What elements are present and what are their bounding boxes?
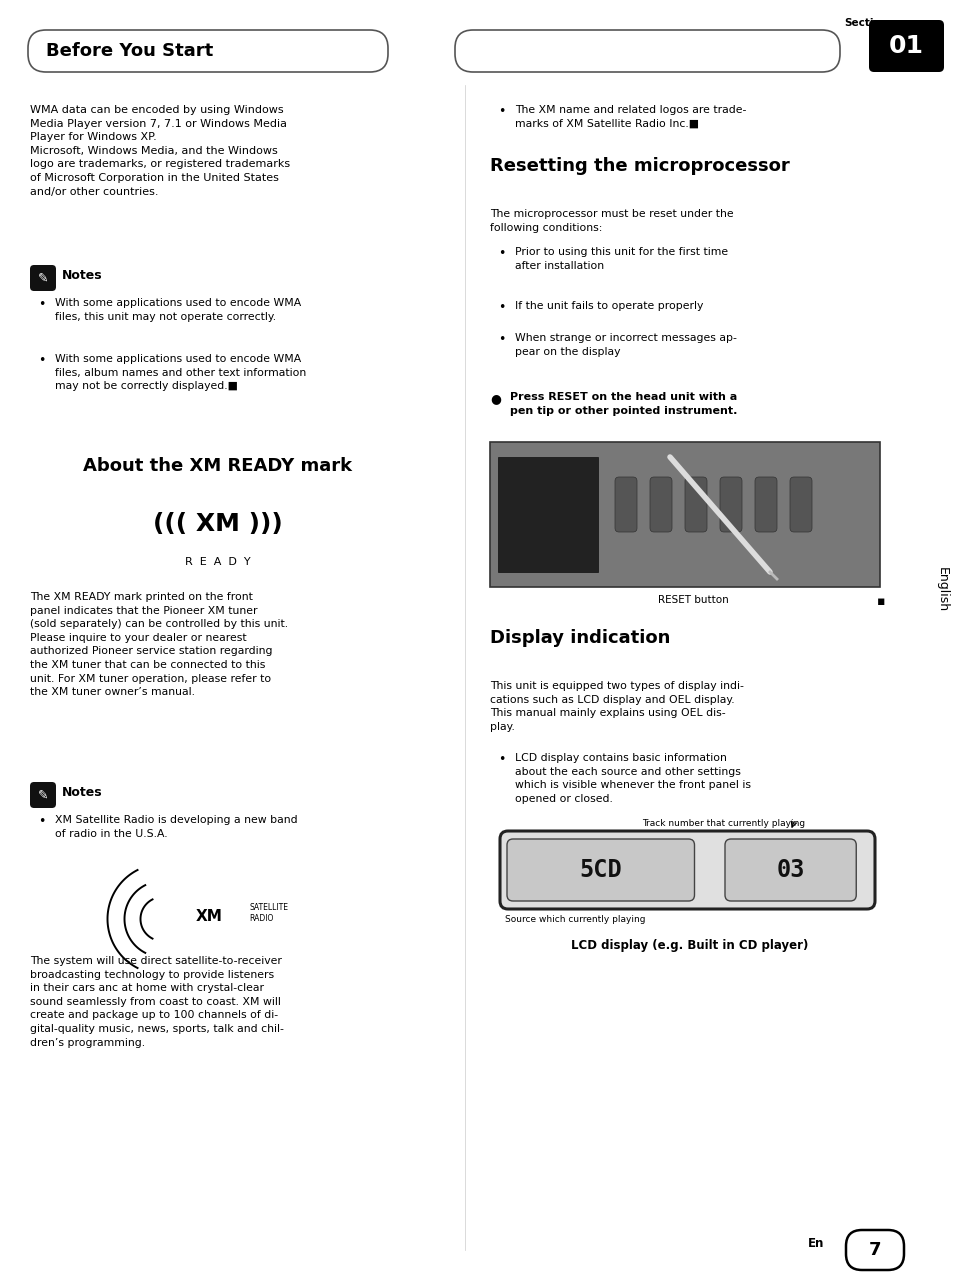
Text: The system will use direct satellite-to-receiver
broadcasting technology to prov: The system will use direct satellite-to-… — [30, 956, 284, 1047]
Text: Notes: Notes — [62, 786, 103, 799]
FancyBboxPatch shape — [499, 831, 874, 909]
Text: ✎: ✎ — [38, 271, 49, 284]
Text: Section: Section — [843, 18, 887, 28]
Text: Display indication: Display indication — [490, 628, 670, 646]
FancyBboxPatch shape — [497, 457, 598, 572]
Text: 01: 01 — [888, 35, 923, 58]
Text: ▪: ▪ — [876, 595, 884, 608]
Text: ✎: ✎ — [38, 788, 49, 801]
Text: The microprocessor must be reset under the
following conditions:: The microprocessor must be reset under t… — [490, 209, 733, 233]
Text: En: En — [807, 1236, 823, 1251]
Text: Prior to using this unit for the first time
after installation: Prior to using this unit for the first t… — [515, 247, 727, 270]
FancyBboxPatch shape — [754, 477, 776, 532]
Text: •: • — [38, 298, 46, 311]
FancyBboxPatch shape — [684, 477, 706, 532]
FancyBboxPatch shape — [724, 838, 856, 901]
FancyBboxPatch shape — [28, 29, 388, 72]
Text: •: • — [497, 753, 505, 765]
Text: XM Satellite Radio is developing a new band
of radio in the U.S.A.: XM Satellite Radio is developing a new b… — [55, 815, 297, 838]
Text: RESET button: RESET button — [658, 595, 728, 605]
Text: SATELLITE
RADIO: SATELLITE RADIO — [250, 902, 288, 923]
Text: •: • — [497, 301, 505, 314]
Text: Source which currently playing: Source which currently playing — [504, 915, 645, 924]
FancyBboxPatch shape — [506, 838, 694, 901]
Text: LCD display contains basic information
about the each source and other settings
: LCD display contains basic information a… — [515, 753, 750, 804]
Text: If the unit fails to operate properly: If the unit fails to operate properly — [515, 301, 702, 311]
FancyBboxPatch shape — [615, 477, 637, 532]
Text: English: English — [935, 567, 947, 613]
FancyBboxPatch shape — [455, 29, 840, 72]
Text: ((( XM ))): ((( XM ))) — [152, 512, 282, 536]
FancyBboxPatch shape — [490, 442, 879, 588]
FancyBboxPatch shape — [720, 477, 741, 532]
FancyBboxPatch shape — [868, 20, 943, 72]
FancyBboxPatch shape — [30, 265, 56, 291]
FancyBboxPatch shape — [789, 477, 811, 532]
Text: Press RESET on the head unit with a
pen tip or other pointed instrument.: Press RESET on the head unit with a pen … — [510, 392, 737, 416]
Text: Before You Start: Before You Start — [46, 42, 213, 60]
Text: WMA data can be encoded by using Windows
Media Player version 7, 7.1 or Windows : WMA data can be encoded by using Windows… — [30, 105, 290, 197]
Text: This unit is equipped two types of display indi-
cations such as LCD display and: This unit is equipped two types of displ… — [490, 681, 743, 732]
Text: 5CD: 5CD — [578, 858, 621, 882]
Text: XM: XM — [196, 909, 223, 924]
FancyBboxPatch shape — [649, 477, 671, 532]
Text: 03: 03 — [776, 858, 804, 882]
Text: The XM READY mark printed on the front
panel indicates that the Pioneer XM tuner: The XM READY mark printed on the front p… — [30, 593, 288, 698]
Text: •: • — [497, 105, 505, 118]
Text: ●: ● — [490, 392, 500, 404]
Text: The XM name and related logos are trade-
marks of XM Satellite Radio Inc.■: The XM name and related logos are trade-… — [515, 105, 745, 128]
Text: •: • — [38, 355, 46, 367]
Text: Notes: Notes — [62, 269, 103, 282]
Text: About the XM READY mark: About the XM READY mark — [83, 457, 352, 475]
FancyBboxPatch shape — [30, 782, 56, 808]
Text: 7: 7 — [868, 1242, 881, 1260]
Text: When strange or incorrect messages ap-
pear on the display: When strange or incorrect messages ap- p… — [515, 333, 736, 357]
Text: •: • — [497, 333, 505, 346]
Text: •: • — [497, 247, 505, 260]
Text: •: • — [38, 815, 46, 828]
Text: Track number that currently playing: Track number that currently playing — [641, 819, 804, 828]
Text: With some applications used to encode WMA
files, this unit may not operate corre: With some applications used to encode WM… — [55, 298, 301, 321]
FancyBboxPatch shape — [845, 1230, 903, 1270]
Text: With some applications used to encode WMA
files, album names and other text info: With some applications used to encode WM… — [55, 355, 306, 392]
Text: Resetting the microprocessor: Resetting the microprocessor — [490, 157, 789, 175]
Text: R  E  A  D  Y: R E A D Y — [185, 557, 250, 567]
Text: LCD display (e.g. Built in CD player): LCD display (e.g. Built in CD player) — [571, 940, 808, 952]
